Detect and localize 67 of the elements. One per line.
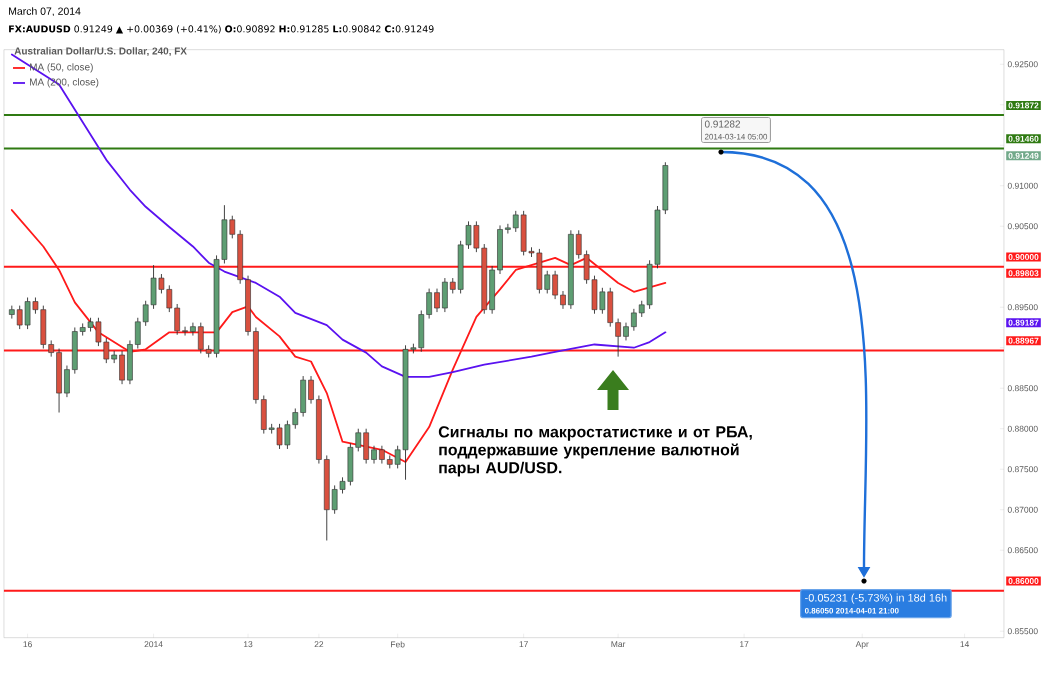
x-tick-label: 16 — [23, 641, 32, 648]
y-tick-label: 0.88500 — [1007, 385, 1038, 392]
candlestick — [111, 350, 117, 364]
candlestick — [182, 326, 188, 337]
ref-line-label: 0.86000 — [1008, 578, 1039, 584]
candlestick — [56, 348, 62, 413]
candlestick — [615, 318, 621, 358]
candlestick — [363, 428, 369, 464]
x-tick-label: 22 — [314, 641, 324, 648]
candlestick — [174, 303, 180, 336]
candlestick — [316, 395, 322, 464]
x-tick-label: 17 — [740, 641, 749, 648]
ref-line-label: 0.90000 — [1008, 254, 1039, 261]
candlestick — [71, 327, 78, 375]
legend-title: Australian Dollar/U.S. Dollar, 240, FX — [14, 47, 187, 56]
annotation: 0.91282 — [704, 120, 741, 128]
x-tick-label: Apr — [855, 641, 869, 649]
candlestick — [308, 375, 314, 405]
candlestick — [48, 339, 55, 358]
candlestick — [64, 365, 70, 398]
candlestick — [568, 229, 574, 310]
y-tick-label: 0.87500 — [1007, 466, 1038, 473]
ref-line-label: 0.88967 — [1008, 337, 1039, 344]
candlestick — [9, 305, 15, 320]
y-tick-label: 0.86500 — [1007, 547, 1038, 554]
candlestick — [127, 339, 133, 385]
text: FX:AUDUSD 0.91249 ▲ +0.00369 (+0.41%) O:0.90892 H:0.91285 L:0.90842 C:0.91249 — [9, 25, 434, 34]
text: 0.89803 — [1008, 270, 1039, 277]
x-tick-label: 2014 — [144, 641, 163, 648]
y-tick-label: 0.87000 — [1007, 506, 1038, 513]
annotation: -0.05231 (-5.73%) in 18d 16h — [805, 593, 947, 604]
candlestick — [119, 350, 125, 385]
y-tick-label: 0.92500 — [1007, 61, 1038, 68]
candlestick — [371, 445, 377, 464]
ref-line-label: 0.91460 — [1008, 135, 1039, 142]
y-tick-label: 0.88000 — [1007, 425, 1038, 432]
candlestick — [190, 322, 196, 337]
candlestick — [631, 308, 637, 332]
candlestick — [489, 265, 495, 315]
x-tick-label: Mar — [611, 641, 626, 648]
y-tick-label: 0.85500 — [1007, 628, 1038, 635]
x-tick-label: 13 — [243, 641, 253, 648]
y-tick-label: 0.91000 — [1007, 182, 1038, 189]
y-tick-label: 0.89500 — [1007, 304, 1038, 311]
candlestick — [623, 322, 629, 341]
x-tick-label: Feb — [391, 641, 405, 648]
x-tick-label: 14 — [960, 641, 970, 648]
candlestick — [442, 277, 448, 313]
candlestick — [434, 288, 440, 313]
candlestick — [253, 327, 259, 405]
ref-line-label: 0.91872 — [1008, 102, 1039, 109]
candlestick — [497, 224, 503, 275]
y-tick-label: 0.90500 — [1007, 223, 1038, 230]
candlestick — [505, 223, 511, 234]
candlestick — [560, 290, 566, 310]
candlestick — [134, 317, 141, 349]
x-tick-label: 17 — [519, 641, 528, 648]
candlestick — [552, 270, 558, 300]
candlestick — [245, 275, 251, 337]
text: 0.89187 — [1008, 319, 1039, 326]
candlestick — [379, 445, 385, 464]
candlestick — [300, 375, 306, 418]
candlestick — [426, 288, 432, 320]
chart-title: March 07, 2014 — [9, 7, 81, 17]
text: 0.91249 — [1008, 152, 1039, 159]
candlestick — [237, 229, 243, 285]
annotation: Сигналы по макростатистике и от РБА, поддержавшие укрепление валютной пары AUD/USD. — [438, 426, 752, 477]
